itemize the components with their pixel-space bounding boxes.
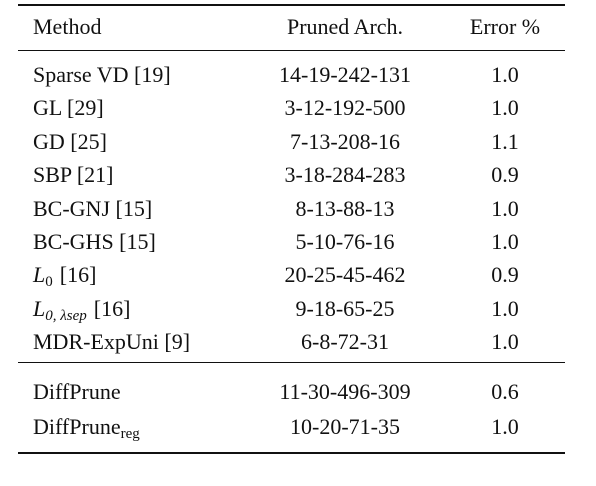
error-cell: 1.0 <box>491 62 519 87</box>
method-cell: GD [25] <box>33 128 107 154</box>
method-subscript: 0, λsep <box>45 307 87 324</box>
bottom-rule <box>18 452 565 454</box>
method-cell: BC-GHS [15] <box>33 229 156 254</box>
method-cell: L0, λsep [16] <box>33 295 131 324</box>
arch-cell: 3-18-284-283 <box>284 162 406 188</box>
method-cell: MDR-ExpUni [9] <box>33 329 191 355</box>
group-rule <box>18 362 565 363</box>
arch-cell: 7-13-208-16 <box>290 128 400 154</box>
method-cell: L0 [16] <box>33 262 97 291</box>
arch-cell: 11-30-496-309 <box>279 379 411 404</box>
method-subscript: 0 <box>45 274 53 291</box>
arch-cell: 20-25-45-462 <box>284 262 406 288</box>
method-ref: [16] <box>93 295 131 321</box>
method-cell: Sparse VD [19] <box>33 62 171 87</box>
error-cell: 1.0 <box>491 414 519 439</box>
error-cell: 1.0 <box>491 95 519 121</box>
arch-cell: 14-19-242-131 <box>279 62 411 87</box>
method-name: L <box>33 295 46 321</box>
method-name: L <box>33 262 46 288</box>
header-rule <box>18 50 565 51</box>
error-cell: 0.6 <box>491 379 519 404</box>
error-cell: 1.0 <box>491 195 519 221</box>
method-subscript: reg <box>120 426 140 442</box>
header-cell: Method <box>33 14 102 39</box>
method-cell: SBP [21] <box>33 162 114 188</box>
header-cell: Pruned Arch. <box>286 14 404 39</box>
method-cell: BC-GNJ [15] <box>33 195 153 221</box>
arch-cell: 6-8-72-31 <box>301 329 389 355</box>
arch-cell: 10-20-71-35 <box>290 414 400 439</box>
arch-cell: 3-12-192-500 <box>284 95 406 121</box>
error-cell: 1.0 <box>491 295 519 321</box>
arch-cell: 9-18-65-25 <box>295 295 395 321</box>
error-cell: 0.9 <box>491 162 519 188</box>
method-name: DiffPrune <box>33 414 121 439</box>
arch-cell: 5-10-76-16 <box>295 229 395 254</box>
method-cell: DiffPrunereg <box>33 414 140 442</box>
top-rule <box>18 4 565 6</box>
error-cell: 1.1 <box>491 128 519 154</box>
method-ref: [16] <box>59 262 97 288</box>
arch-cell: 8-13-88-13 <box>295 195 395 221</box>
method-cell: DiffPrune <box>33 379 121 404</box>
error-cell: 1.0 <box>491 329 519 355</box>
error-cell: 1.0 <box>491 229 519 254</box>
method-cell: GL [29] <box>33 95 104 121</box>
header-cell: Error % <box>469 14 541 39</box>
error-cell: 0.9 <box>491 262 519 288</box>
